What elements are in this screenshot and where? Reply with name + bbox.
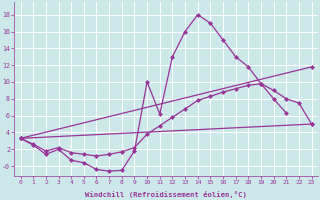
- X-axis label: Windchill (Refroidissement éolien,°C): Windchill (Refroidissement éolien,°C): [85, 191, 247, 198]
